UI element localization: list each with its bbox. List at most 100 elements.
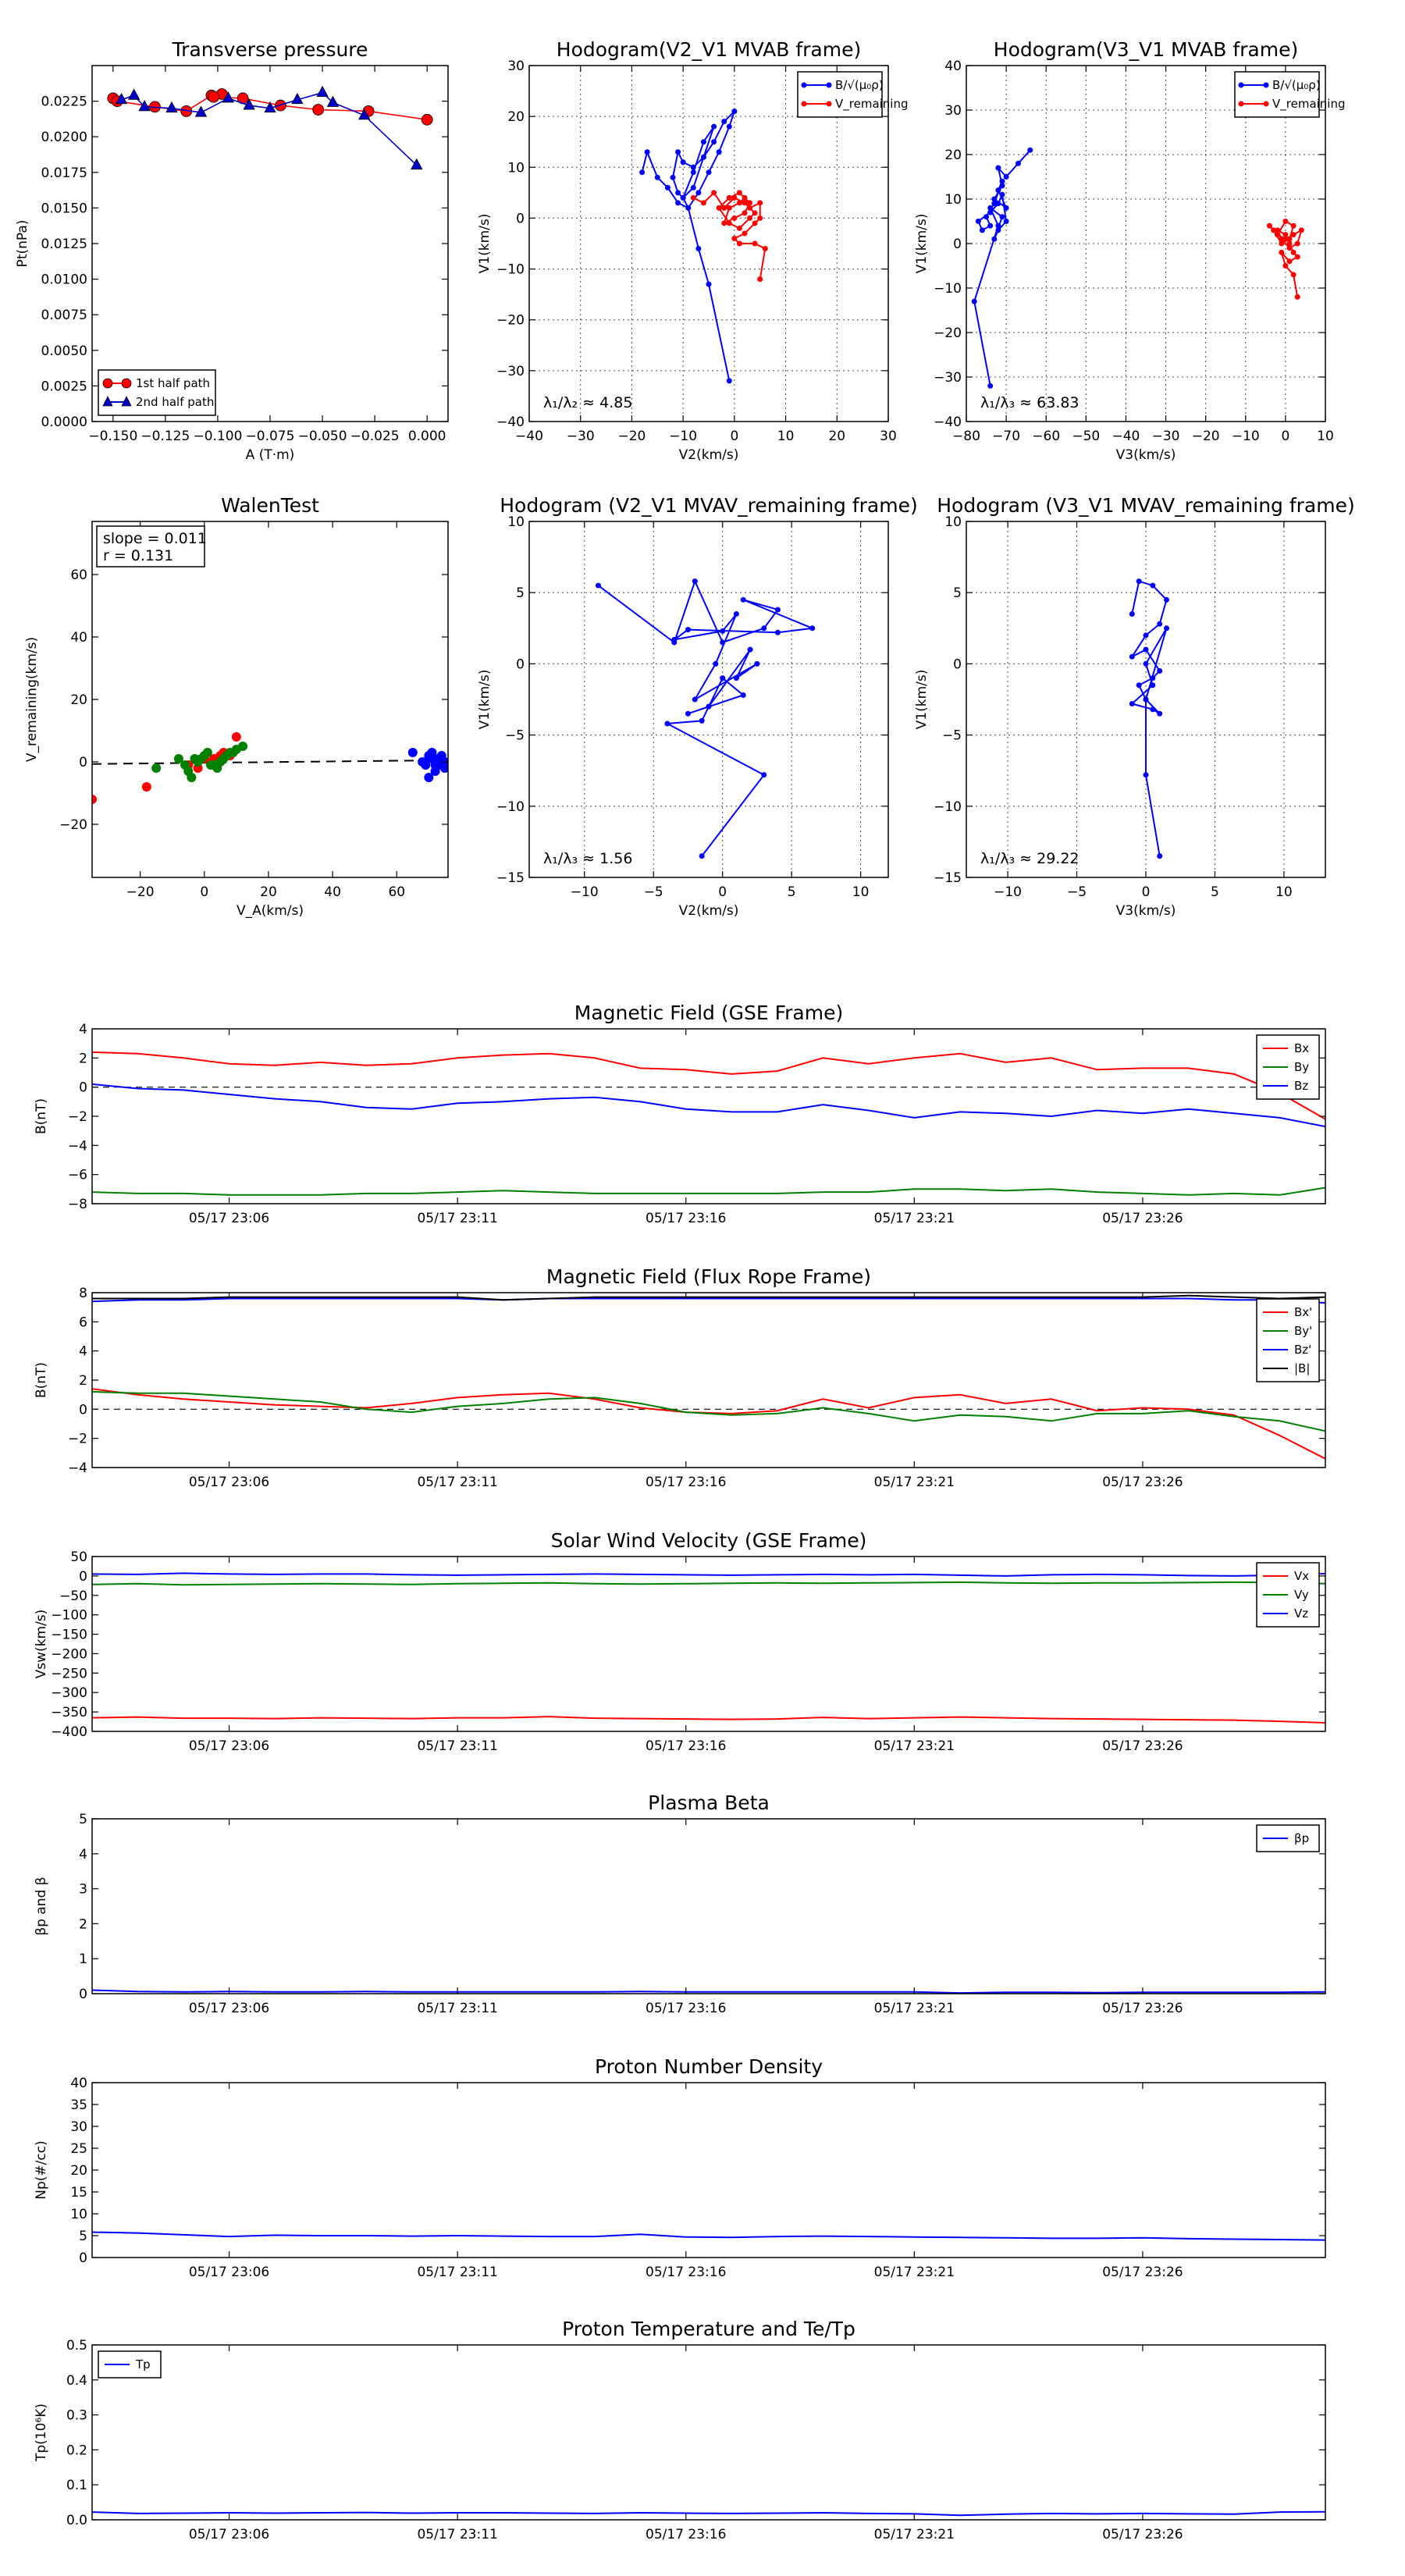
y-tick-label: 0.0000 bbox=[41, 415, 87, 430]
series-bx-line bbox=[92, 1051, 1325, 1120]
y-tick-label: −5 bbox=[505, 728, 525, 744]
data-point bbox=[699, 717, 705, 724]
y-tick-label: 20 bbox=[70, 2163, 87, 2179]
data-point bbox=[999, 191, 1005, 197]
x-tick-label: −30 bbox=[567, 429, 595, 444]
y-tick-label: 10 bbox=[944, 192, 962, 208]
panel-hodo_v2v1_mvab: Hodogram(V2_V1 MVAB frame) −40 −30 −20 −10 0 1… bbox=[477, 38, 909, 463]
data-point bbox=[421, 113, 433, 126]
x-tick-label: 05/17 23:26 bbox=[1102, 2527, 1183, 2542]
series-vz-line bbox=[92, 1572, 1325, 1577]
legend: Tp bbox=[98, 2350, 162, 2379]
data-point bbox=[1164, 596, 1170, 603]
y-axis-label: Vsw(km/s) bbox=[34, 1610, 49, 1679]
y-tick-label: 0 bbox=[79, 755, 87, 770]
data-point bbox=[238, 742, 248, 751]
data-point bbox=[726, 220, 732, 226]
x-tick-label: 05/17 23:11 bbox=[417, 1211, 497, 1226]
legend-marker bbox=[1238, 101, 1244, 107]
x-tick-label: 05/17 23:06 bbox=[189, 2001, 269, 2016]
data-point bbox=[975, 219, 981, 224]
data-point bbox=[984, 214, 990, 220]
y-tick-label: 0.1 bbox=[66, 2478, 87, 2493]
data-point bbox=[1279, 240, 1285, 247]
data-point bbox=[1279, 236, 1285, 242]
legend-label: Vy bbox=[1294, 1588, 1309, 1602]
data-point bbox=[1157, 621, 1163, 627]
y-tick-label: −200 bbox=[51, 1646, 87, 1662]
data-point bbox=[971, 298, 977, 304]
y-tick-label: 4 bbox=[79, 1847, 87, 1863]
data-point bbox=[1298, 227, 1304, 233]
data-point bbox=[731, 109, 738, 115]
x-tick-label: 40 bbox=[324, 884, 341, 900]
y-tick-label: 0 bbox=[79, 1569, 87, 1585]
y-tick-label: 30 bbox=[507, 59, 525, 74]
x-tick-label: −60 bbox=[1032, 429, 1060, 444]
data-point bbox=[1290, 272, 1297, 278]
panel-hodo_v3v1_mvav: Hodogram (V3_V1 MVAV_remaining frame) −10… bbox=[914, 494, 1355, 919]
data-point bbox=[747, 200, 753, 206]
data-point bbox=[742, 194, 748, 201]
legend-marker bbox=[1263, 101, 1269, 107]
x-tick-label: 0 bbox=[1281, 429, 1289, 444]
annotation-text: λ₁/λ₃ ≈ 1.56 bbox=[543, 850, 632, 867]
data-point bbox=[222, 91, 235, 103]
data-point bbox=[987, 209, 994, 215]
axes-frame bbox=[91, 1818, 1326, 1994]
panel-proton_temp: Proton Temperature and Te/Tp 05/17 23:06 0… bbox=[34, 2318, 1326, 2542]
data-point bbox=[757, 215, 763, 221]
data-point bbox=[721, 220, 727, 226]
x-axis-label: V2(km/s) bbox=[679, 447, 739, 463]
x-axis-label: V_A(km/s) bbox=[237, 903, 304, 919]
x-tick-label: −80 bbox=[952, 429, 980, 444]
legend: B/√(μ₀ρ) V_remaining bbox=[797, 71, 909, 118]
legend-label: B/√(μ₀ρ) bbox=[1272, 78, 1321, 92]
chart-title: Solar Wind Velocity (GSE Frame) bbox=[551, 1529, 867, 1552]
x-tick-label: 10 bbox=[777, 429, 795, 444]
y-axis-label: Tp(10⁶K) bbox=[34, 2403, 49, 2462]
x-tick-label: 05/17 23:16 bbox=[646, 2527, 726, 2542]
data-point bbox=[1290, 232, 1297, 238]
data-point bbox=[141, 782, 151, 792]
data-point bbox=[243, 98, 255, 110]
panel-walen_test: WalenTest −20 0 20 40 60 −20 0 20 40 60 V_A(km/s) V_… bbox=[24, 494, 449, 919]
annotation-text: λ₁/λ₃ ≈ 63.83 bbox=[980, 394, 1080, 411]
y-tick-label: −2 bbox=[68, 1432, 87, 1447]
data-point bbox=[194, 105, 208, 117]
y-tick-label: 0 bbox=[79, 1080, 87, 1096]
y-tick-label: 0 bbox=[953, 656, 962, 672]
y-tick-label: −15 bbox=[934, 870, 962, 886]
x-tick-label: −70 bbox=[992, 429, 1020, 444]
y-tick-label: −4 bbox=[68, 1138, 87, 1154]
legend-label: βp bbox=[1294, 1831, 1309, 1845]
legend-label: 1st half path bbox=[136, 376, 210, 390]
x-tick-label: −5 bbox=[644, 884, 663, 900]
panel-solar_wind: Solar Wind Velocity (GSE Frame) 05/17 23:… bbox=[34, 1529, 1326, 1754]
y-tick-label: 35 bbox=[70, 2097, 87, 2113]
panel-transverse_pressure: Transverse pressure −0.150 −0.125 −0.100 −0.… bbox=[15, 38, 449, 463]
x-tick-label: 05/17 23:21 bbox=[874, 1738, 955, 1754]
x-tick-label: −5 bbox=[1067, 884, 1087, 900]
legend-label: |B| bbox=[1294, 1361, 1310, 1375]
data-point bbox=[228, 748, 238, 757]
data-point bbox=[1282, 232, 1289, 238]
x-tick-label: 0 bbox=[1142, 884, 1151, 900]
x-tick-label: −0.050 bbox=[298, 429, 347, 444]
data-point bbox=[202, 748, 212, 757]
data-point bbox=[1271, 227, 1277, 233]
y-tick-label: −8 bbox=[68, 1197, 87, 1212]
x-tick-label: 05/17 23:06 bbox=[189, 1738, 269, 1754]
data-point bbox=[711, 139, 717, 145]
y-tick-label: −6 bbox=[68, 1168, 87, 1183]
data-point bbox=[721, 119, 727, 125]
axes-frame bbox=[91, 1556, 1326, 1732]
x-tick-label: 05/17 23:11 bbox=[417, 2001, 497, 2016]
y-tick-label: −300 bbox=[51, 1685, 87, 1701]
data-point bbox=[1129, 653, 1135, 660]
x-tick-label: 05/17 23:06 bbox=[189, 1475, 269, 1490]
x-tick-label: 05/17 23:16 bbox=[646, 2001, 726, 2016]
data-point bbox=[312, 104, 325, 116]
panel-mag_gse: Magnetic Field (GSE Frame) 05/17 23:06 05/… bbox=[34, 1002, 1326, 1226]
y-tick-label: 5 bbox=[516, 585, 525, 601]
